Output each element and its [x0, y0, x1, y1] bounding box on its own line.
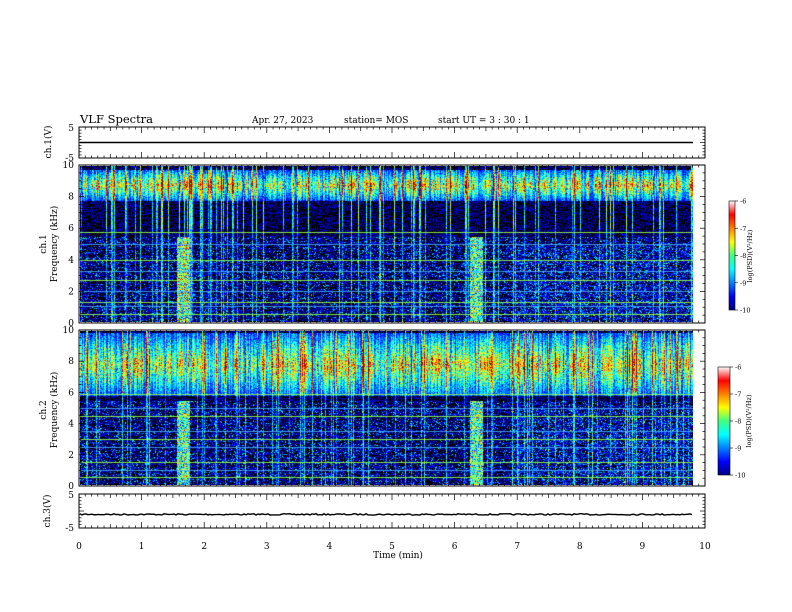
ch3-voltage-ylabel: ch.3(V) — [42, 495, 53, 528]
spectrogram-ytick-label: 0 — [68, 482, 74, 492]
ch1-spectrogram-image — [80, 166, 693, 322]
date-label: Apr. 27, 2023 — [251, 116, 314, 126]
ch1-spectrogram-ticks — [78, 164, 706, 324]
ch2-spectrogram-ticks — [78, 329, 706, 487]
colorbar-tick-label: -8 — [735, 418, 741, 426]
spectrogram-ytick-label: 2 — [68, 287, 74, 297]
ch3-voltage-panel: 5 -5 ch.3(V) — [42, 491, 706, 534]
x-tick-label: 7 — [514, 542, 520, 552]
ch2-colorbar: -6 -7 -8 -9 -10 log(PSD)(V²/Hz) — [717, 364, 753, 480]
x-tick-label: 2 — [201, 542, 207, 552]
start-ut-label: start UT = 3 : 30 : 1 — [438, 116, 530, 126]
spectrogram-ytick-label: 4 — [68, 420, 74, 430]
ch3-voltage-ytick-bottom: -5 — [65, 524, 74, 534]
x-axis-label: Time (min) — [373, 550, 423, 561]
colorbar-tick-label: -7 — [735, 391, 741, 399]
colorbar-tick-label: -8 — [740, 252, 746, 260]
station-label: station= MOS — [344, 116, 408, 126]
ch1-voltage-ytick-bottom: -5 — [65, 154, 74, 164]
ch3-voltage-ytick-top: 5 — [68, 491, 74, 501]
spectrogram-ytick-label: 4 — [68, 256, 74, 266]
ch1-voltage-ylabel: ch.1(V) — [43, 126, 54, 159]
ch1-spectrogram-ylabel-frequency: Frequency (kHz) — [49, 206, 60, 283]
spectrogram-ytick-label: 6 — [68, 388, 74, 398]
colorbar-tick-label: -9 — [740, 279, 746, 287]
spectrogram-ytick-label: 8 — [68, 193, 74, 203]
ch2-spectrogram-image — [80, 331, 693, 485]
spectrogram-ytick-label: 10 — [63, 326, 75, 336]
colorbar-tick-label: -10 — [740, 307, 750, 315]
colorbar-tick-label: -6 — [740, 198, 746, 206]
x-tick-label: 4 — [327, 542, 333, 552]
colorbar-tick-label: -9 — [735, 445, 741, 453]
ch1-voltage-ytick-top: 5 — [68, 124, 74, 134]
spectrogram-ytick-label: 10 — [63, 161, 75, 171]
ch1-spectrogram-ylabel-channel: ch.1 — [39, 234, 49, 253]
spectrogram-ytick-label: 6 — [68, 224, 74, 234]
colorbar-tick-label: -10 — [735, 472, 745, 480]
ch1-spectrogram-panel: 0 2 4 6 8 10 ch.1 Frequency (kHz) — [39, 161, 706, 329]
colorbar-tick-label: -6 — [735, 364, 741, 372]
ch1-colorbar: -6 -7 -8 -9 -10 log(PSD)(V²/Hz) — [728, 198, 754, 315]
spectrogram-ytick-label: 8 — [68, 357, 74, 367]
spectrogram-ytick-label: 2 — [68, 451, 74, 461]
ch1-colorbar-label: log(PSD)(V²/Hz) — [746, 229, 754, 282]
x-tick-label: 10 — [699, 542, 711, 552]
x-tick-label: 9 — [640, 542, 646, 552]
x-tick-label: 6 — [452, 542, 458, 552]
ch2-spectrogram-panel: 0 2 4 6 8 10 ch.2 Frequency (kHz) — [39, 326, 706, 492]
figure-title: VLF Spectra — [79, 112, 153, 126]
colorbar-tick-label: -7 — [740, 225, 746, 233]
x-tick-label: 5 — [389, 542, 395, 552]
ch1-voltage-ticks — [78, 126, 706, 159]
ch3-voltage-trace — [79, 512, 693, 516]
spectrogram-ytick-label: 0 — [68, 319, 74, 329]
x-tick-label: 8 — [577, 542, 583, 552]
x-tick-label: 0 — [76, 542, 82, 552]
ch3-voltage-ticks — [78, 493, 706, 529]
x-tick-label: 1 — [139, 542, 145, 552]
ch2-spectrogram-ylabel-channel: ch.2 — [39, 400, 49, 419]
x-axis-tick-labels: 0 1 2 3 4 5 6 7 8 9 10 — [76, 542, 711, 552]
ch2-spectrogram-ylabel-frequency: Frequency (kHz) — [49, 372, 60, 449]
ch2-colorbar-label: log(PSD)(V²/Hz) — [745, 394, 753, 447]
x-tick-label: 3 — [264, 542, 270, 552]
ch1-voltage-panel: 5 -5 ch.1(V) — [43, 124, 706, 164]
